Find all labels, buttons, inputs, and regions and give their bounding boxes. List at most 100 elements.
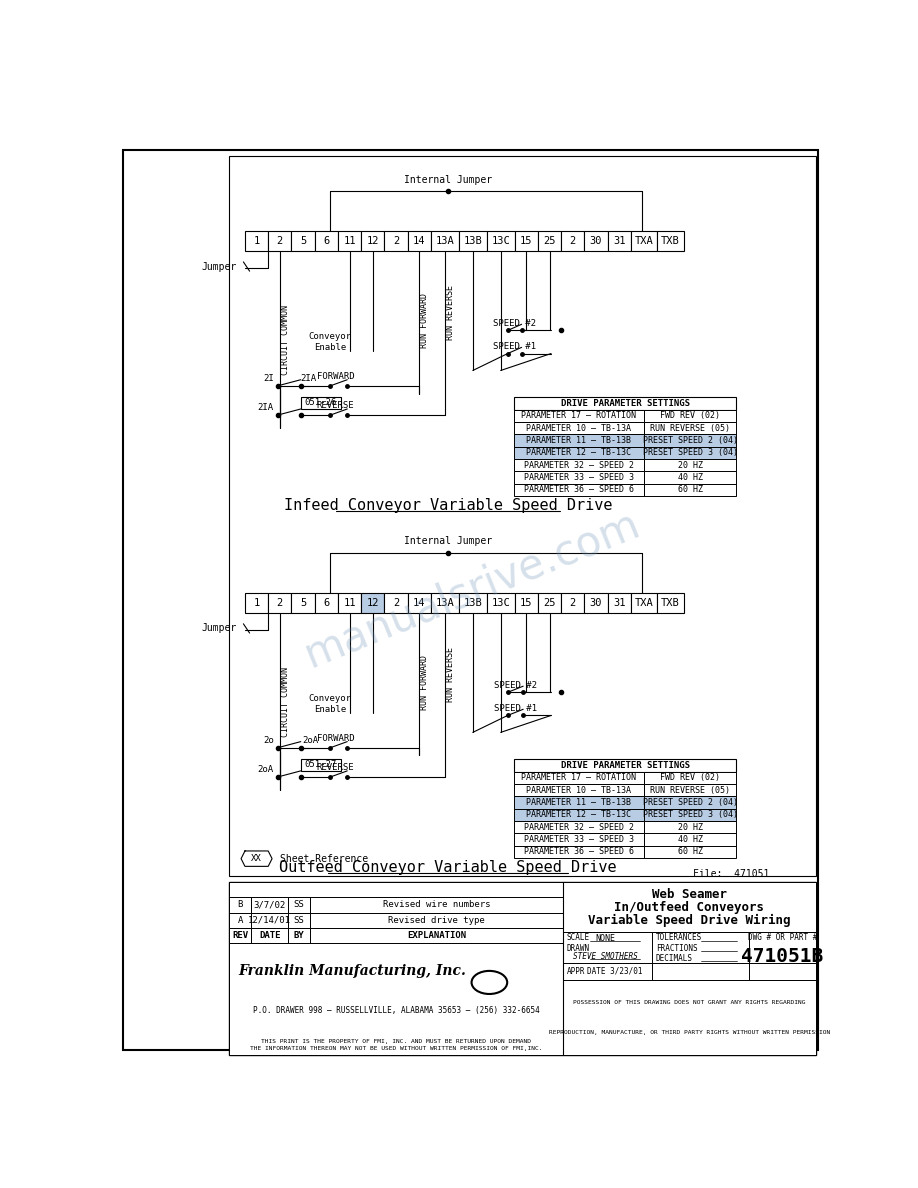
Text: DATE 3/23/01: DATE 3/23/01 xyxy=(588,967,643,975)
Text: PRESET SPEED 2 (04): PRESET SPEED 2 (04) xyxy=(643,436,738,446)
Text: REVERSE: REVERSE xyxy=(317,764,354,772)
Text: 2oA: 2oA xyxy=(302,735,319,745)
Text: BY: BY xyxy=(294,931,305,940)
Text: 12: 12 xyxy=(366,236,379,246)
Text: 2: 2 xyxy=(570,598,576,608)
Bar xyxy=(563,931,816,962)
Text: SPEED #2: SPEED #2 xyxy=(494,681,537,690)
Text: PARAMETER 11 – TB-13B: PARAMETER 11 – TB-13B xyxy=(527,798,632,807)
Bar xyxy=(487,593,515,613)
Bar xyxy=(514,809,644,821)
Text: Infeed Conveyor Variable Speed Drive: Infeed Conveyor Variable Speed Drive xyxy=(284,498,612,513)
Text: FRACTIONS: FRACTIONS xyxy=(655,944,698,953)
Text: 25: 25 xyxy=(543,236,555,246)
Bar xyxy=(657,593,684,613)
Bar xyxy=(245,593,268,613)
Bar xyxy=(644,435,736,447)
Text: DWG # OR PART #: DWG # OR PART # xyxy=(748,934,817,942)
Bar xyxy=(514,398,736,410)
Text: SS: SS xyxy=(294,901,305,909)
Bar xyxy=(431,232,459,251)
Text: XX: XX xyxy=(252,854,262,864)
Bar xyxy=(230,943,563,1055)
Text: Conveyor
Enable: Conveyor Enable xyxy=(308,333,352,352)
Bar xyxy=(608,232,631,251)
Text: REPRODUCTION, MANUFACTURE, OR THIRD PARTY RIGHTS WITHOUT WRITTEN PERMISSION: REPRODUCTION, MANUFACTURE, OR THIRD PART… xyxy=(549,1030,830,1035)
Bar xyxy=(230,157,816,877)
Bar xyxy=(288,897,310,912)
Bar xyxy=(514,784,644,796)
Bar xyxy=(514,447,644,459)
Bar xyxy=(561,232,585,251)
Text: 11: 11 xyxy=(343,598,356,608)
Text: FORWARD: FORWARD xyxy=(317,734,354,742)
Text: 30: 30 xyxy=(589,236,602,246)
Text: PARAMETER 12 – TB-13C: PARAMETER 12 – TB-13C xyxy=(527,810,632,820)
Text: SCALE: SCALE xyxy=(566,934,589,942)
Text: 6: 6 xyxy=(323,236,330,246)
Text: In/Outfeed Conveyors: In/Outfeed Conveyors xyxy=(614,901,765,914)
Bar xyxy=(644,833,736,846)
Text: 5: 5 xyxy=(300,236,307,246)
Text: 471051B: 471051B xyxy=(742,947,823,966)
Text: RUN REVERSE (05): RUN REVERSE (05) xyxy=(650,785,730,795)
Text: 2: 2 xyxy=(276,236,283,246)
Bar xyxy=(291,593,315,613)
Text: PARAMETER 17 – ROTATION: PARAMETER 17 – ROTATION xyxy=(521,773,636,783)
Bar xyxy=(514,422,644,435)
Bar xyxy=(514,821,644,833)
Text: CIRCUIT COMMON: CIRCUIT COMMON xyxy=(281,666,290,737)
Text: RUN REVERSE: RUN REVERSE xyxy=(446,285,454,340)
Text: THE INFORMATION THEREON MAY NOT BE USED WITHOUT WRITTEN PERMISSION OF FMI,INC.: THE INFORMATION THEREON MAY NOT BE USED … xyxy=(250,1045,543,1050)
Text: 2: 2 xyxy=(393,236,399,246)
Bar xyxy=(563,980,816,1055)
Bar xyxy=(585,593,608,613)
Text: Internal Jumper: Internal Jumper xyxy=(404,537,492,546)
Bar xyxy=(338,232,361,251)
Text: 2I: 2I xyxy=(263,374,274,383)
Bar xyxy=(459,593,487,613)
Bar xyxy=(631,232,657,251)
Bar xyxy=(644,472,736,484)
Text: B: B xyxy=(238,901,243,909)
Text: 1: 1 xyxy=(253,598,260,608)
Text: 13B: 13B xyxy=(464,236,482,246)
Text: 2o: 2o xyxy=(263,735,274,745)
Bar xyxy=(230,928,252,943)
Bar xyxy=(252,897,288,912)
Bar xyxy=(315,593,338,613)
Bar xyxy=(514,459,644,472)
Text: 2: 2 xyxy=(570,236,576,246)
Bar xyxy=(514,846,644,858)
Bar xyxy=(514,772,644,784)
Bar xyxy=(310,928,563,943)
Bar xyxy=(644,447,736,459)
Text: PRESET SPEED 3 (04): PRESET SPEED 3 (04) xyxy=(643,448,738,457)
Bar xyxy=(538,593,561,613)
Text: PARAMETER 36 – SPEED 6: PARAMETER 36 – SPEED 6 xyxy=(524,486,634,494)
Text: PARAMETER 32 – SPEED 2: PARAMETER 32 – SPEED 2 xyxy=(524,822,634,832)
Text: DECIMALS: DECIMALS xyxy=(655,954,693,963)
Bar xyxy=(288,912,310,928)
Text: Revised wire numbers: Revised wire numbers xyxy=(383,901,490,909)
Text: SS: SS xyxy=(294,916,305,924)
Text: Revised drive type: Revised drive type xyxy=(388,916,485,924)
Text: A: A xyxy=(238,916,243,924)
Text: 3/7/02: 3/7/02 xyxy=(253,901,285,909)
Text: 13C: 13C xyxy=(491,598,510,608)
Bar xyxy=(514,833,644,846)
Text: P.O. DRAWER 998 – RUSSELLVILLE, ALABAMA 35653 – (256) 332-6654: P.O. DRAWER 998 – RUSSELLVILLE, ALABAMA … xyxy=(252,1006,540,1015)
Bar xyxy=(230,897,252,912)
Bar xyxy=(563,962,816,980)
Text: 40 HZ: 40 HZ xyxy=(677,835,702,843)
Bar xyxy=(252,912,288,928)
Text: POSSESSION OF THIS DRAWING DOES NOT GRANT ANY RIGHTS REGARDING: POSSESSION OF THIS DRAWING DOES NOT GRAN… xyxy=(573,999,806,1005)
Text: REVERSE: REVERSE xyxy=(317,402,354,410)
Text: PARAMETER 36 – SPEED 6: PARAMETER 36 – SPEED 6 xyxy=(524,847,634,857)
Text: 6: 6 xyxy=(323,598,330,608)
Text: 20 HZ: 20 HZ xyxy=(677,822,702,832)
Text: Franklin Manufacturing, Inc.: Franklin Manufacturing, Inc. xyxy=(239,965,466,978)
Text: 31: 31 xyxy=(613,598,625,608)
Text: TXA: TXA xyxy=(634,236,654,246)
Text: PARAMETER 33 – SPEED 3: PARAMETER 33 – SPEED 3 xyxy=(524,835,634,843)
